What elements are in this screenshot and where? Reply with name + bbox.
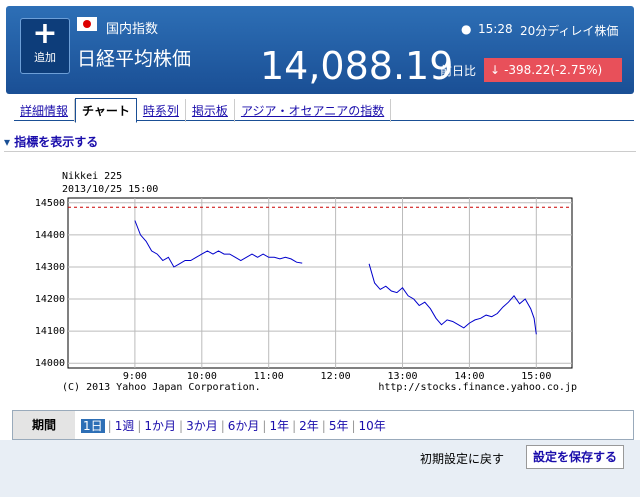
- plus-icon: +: [32, 16, 58, 51]
- separator: |: [107, 419, 112, 433]
- period-option[interactable]: 1か月: [144, 419, 177, 433]
- tab[interactable]: 掲示板: [186, 99, 235, 122]
- x-tick-label: 12:00: [321, 371, 351, 382]
- index-name: 日経平均株価: [77, 48, 192, 70]
- separator: |: [220, 419, 225, 433]
- x-tick-label: 15:00: [521, 371, 551, 382]
- y-tick-label: 14400: [35, 230, 65, 241]
- copyright: (C) 2013 Yahoo Japan Corporation.: [62, 382, 261, 393]
- delay: 20分ディレイ株価: [520, 24, 619, 38]
- period-label: 期間: [13, 411, 75, 439]
- reset-link[interactable]: 初期設定に戻す: [420, 452, 505, 466]
- x-tick-label: 9:00: [123, 371, 147, 382]
- add-button[interactable]: + 追加: [20, 18, 70, 74]
- change-label: 前日比: [440, 64, 477, 78]
- time: 15:28: [478, 22, 513, 36]
- period-option[interactable]: 5年: [328, 419, 349, 433]
- clock-icon: ●: [461, 22, 472, 36]
- period-option[interactable]: 1週: [114, 419, 135, 433]
- x-tick-label: 11:00: [254, 371, 284, 382]
- y-tick-label: 14200: [35, 294, 65, 305]
- separator: |: [262, 419, 267, 433]
- y-tick-label: 14300: [35, 262, 65, 273]
- price: 14,088.19: [260, 44, 454, 88]
- chart-subtitle: 2013/10/25 15:00: [62, 184, 158, 195]
- add-label: 追加: [34, 51, 56, 64]
- chart-title: Nikkei 225: [62, 171, 122, 182]
- plot-area: [67, 197, 573, 369]
- category: 国内指数: [106, 22, 159, 37]
- period-options: 1日 | 1週 | 1か月 | 3か月 | 6か月 | 1年 | 2年 | 5年 | 10年: [81, 417, 386, 434]
- indicator-toggle[interactable]: ▾ 指標を表示する: [4, 135, 99, 149]
- divider: [4, 151, 636, 152]
- chart: Nikkei 225 2013/10/25 15:00 14000 14100 1420…: [35, 171, 577, 393]
- period-option[interactable]: 6か月: [227, 419, 260, 433]
- period-bar: 期間 1日 | 1週 | 1か月 | 3か月 | 6か月 | 1年 | 2年 | 5年 | 10年: [12, 410, 634, 440]
- change-box: ↓ -398.22(-2.75%): [484, 58, 622, 82]
- change: -398.22(-2.75%): [504, 63, 603, 77]
- flag: [77, 17, 97, 31]
- separator: |: [351, 419, 356, 433]
- header: + 追加 国内指数 日経平均株価 ● 15:28 20分ディレイ株価 14,088…: [6, 6, 634, 94]
- separator: |: [292, 419, 297, 433]
- period-option[interactable]: 2年: [299, 419, 319, 433]
- separator: |: [137, 419, 142, 433]
- tabs: 詳細情報 チャート 時系列 掲示板 アジア・オセアニアの指数: [14, 98, 634, 123]
- tab[interactable]: 時系列: [137, 99, 186, 122]
- period-panel: 初期設定に戻す 設定を保存する: [0, 440, 640, 497]
- y-tick-label: 14000: [35, 358, 65, 369]
- save-button[interactable]: 設定を保存する: [532, 450, 617, 464]
- y-tick-label: 14500: [35, 198, 65, 209]
- tab[interactable]: 詳細情報: [14, 99, 76, 122]
- y-tick-label: 14100: [35, 326, 65, 337]
- separator: |: [179, 419, 184, 433]
- x-tick-label: 10:00: [187, 371, 217, 382]
- x-tick-label: 13:00: [387, 371, 417, 382]
- separator: |: [321, 419, 326, 433]
- price-line: [134, 220, 537, 335]
- source: http://stocks.finance.yahoo.co.jp: [378, 382, 577, 393]
- indicator-link[interactable]: 指標を表示する: [14, 135, 99, 149]
- x-tick-label: 14:00: [454, 371, 484, 382]
- period-option[interactable]: 10年: [358, 419, 386, 433]
- period-option[interactable]: 3か月: [186, 419, 218, 433]
- tab[interactable]: チャート: [75, 98, 137, 123]
- tab[interactable]: アジア・オセアニアの指数: [235, 99, 392, 122]
- down-arrow: ↓: [490, 63, 501, 77]
- period-option[interactable]: 1年: [269, 419, 290, 433]
- period-option[interactable]: 1日: [81, 419, 105, 433]
